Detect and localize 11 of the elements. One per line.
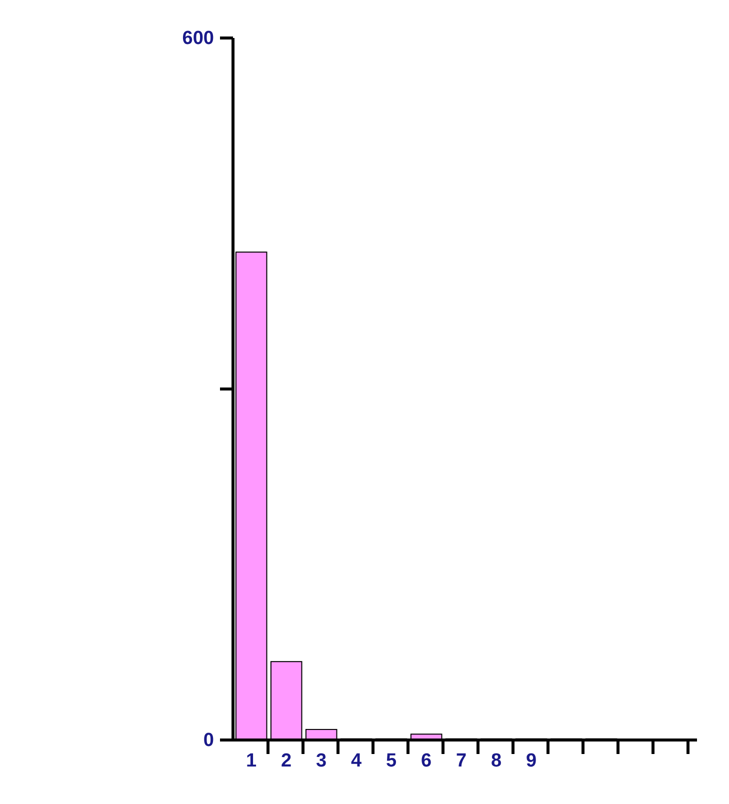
y-tick-label: 600	[182, 28, 214, 50]
x-tick-label: 8	[491, 750, 502, 772]
x-tick-label: 4	[351, 750, 362, 772]
x-tick-label: 1	[246, 750, 258, 772]
x-tick-label: 6	[421, 750, 432, 772]
x-tick-label: 7	[456, 750, 467, 772]
x-tick-label: 5	[386, 750, 398, 772]
x-tick-label: 3	[316, 750, 327, 772]
x-tick-label: 2	[281, 750, 292, 772]
x-tick-label: 9	[526, 750, 537, 772]
y-tick-label: 0	[203, 730, 214, 752]
